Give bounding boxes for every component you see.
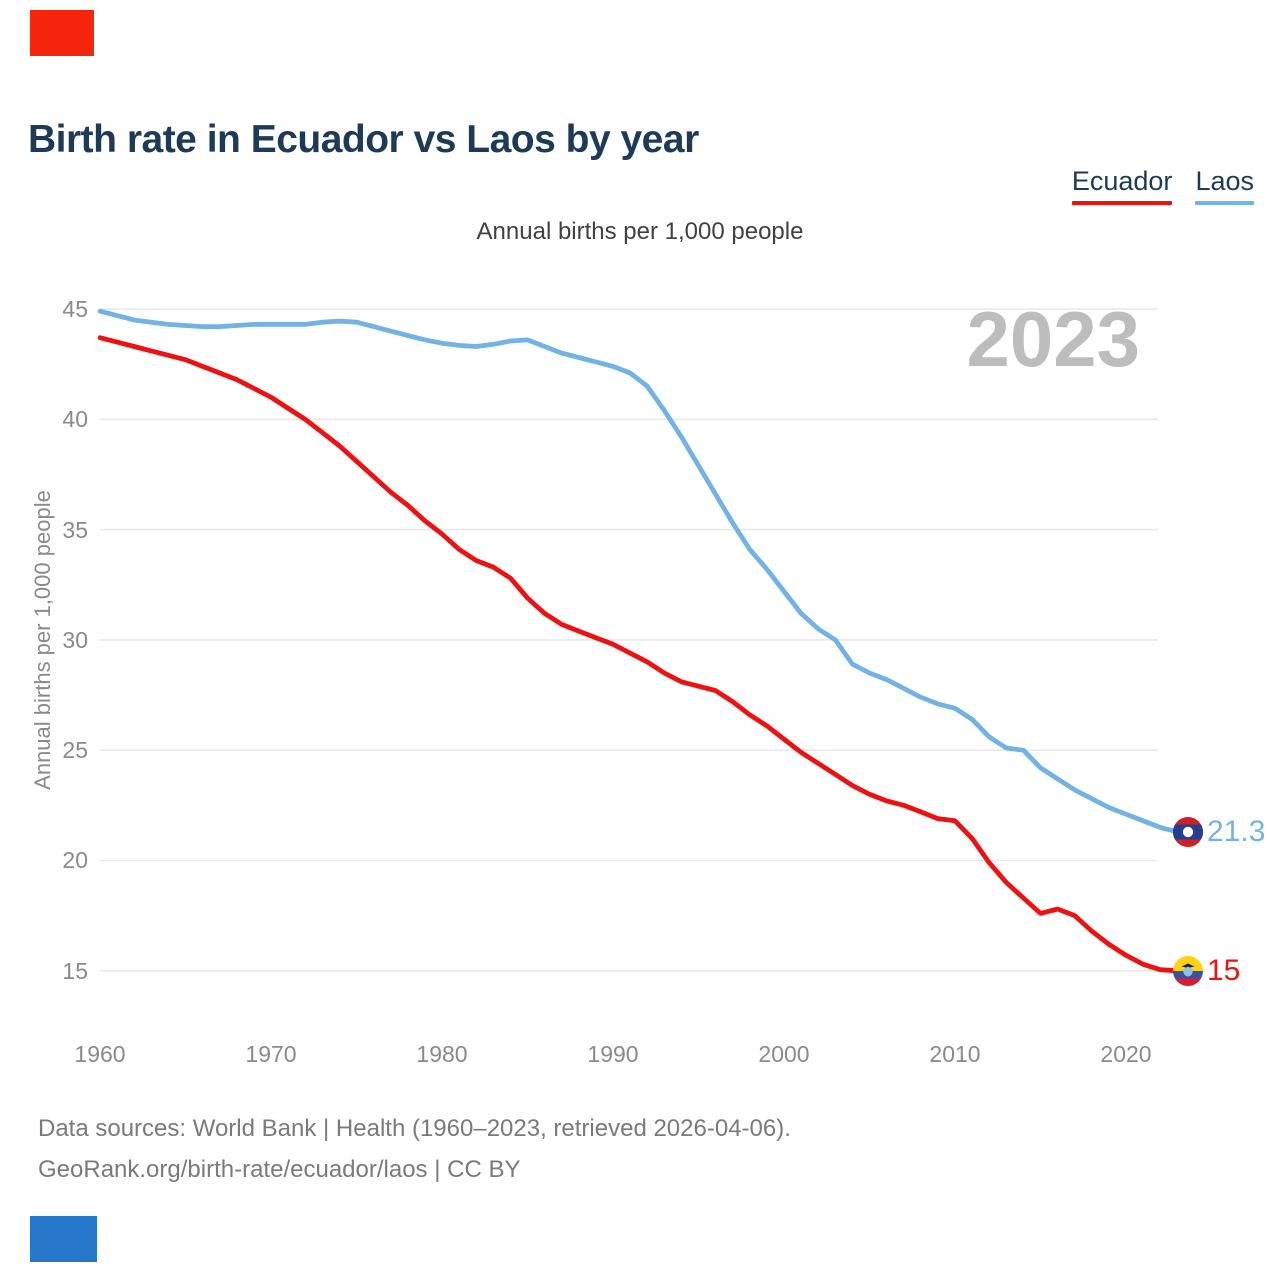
x-tick-label: 2000 (758, 1041, 810, 1067)
year-watermark: 2023 (966, 295, 1140, 383)
top-accent-bar (30, 10, 94, 56)
x-tick-label: 1970 (245, 1041, 297, 1067)
laos-end-value: 21.3 (1207, 815, 1266, 848)
y-tick-label: 40 (62, 406, 88, 432)
ecuador-end-value: 15 (1207, 954, 1241, 987)
chart-subtitle: Annual births per 1,000 people (476, 218, 804, 245)
y-tick-label: 20 (62, 847, 88, 873)
footer: Data sources: World Bank | Health (1960–… (38, 1108, 791, 1190)
ecuador-flag-icon (1173, 956, 1203, 986)
legend-label: Laos (1195, 166, 1254, 196)
legend-swatch (1071, 201, 1173, 205)
x-tick-label: 1960 (74, 1041, 126, 1067)
y-tick-label: 15 (62, 958, 88, 984)
x-tick-label: 1980 (416, 1041, 468, 1067)
bottom-accent-bar (30, 1216, 97, 1262)
x-tick-label: 2020 (1100, 1041, 1152, 1067)
laos-line (97, 308, 1180, 835)
y-tick-label: 45 (62, 296, 88, 322)
y-tick-label: 35 (62, 517, 88, 543)
legend: Ecuador Laos (1071, 166, 1254, 205)
footer-sources: Data sources: World Bank | Health (1960–… (38, 1115, 791, 1142)
footer-attribution: GeoRank.org/birth-rate/ecuador/laos | CC… (38, 1156, 521, 1183)
laos-flag-icon (1173, 817, 1203, 847)
legend-item-laos[interactable]: Laos (1195, 166, 1254, 205)
y-tick-label: 25 (62, 737, 88, 763)
legend-item-ecuador[interactable]: Ecuador (1071, 166, 1173, 205)
series-lines (97, 308, 1180, 974)
x-tick-label: 1990 (587, 1041, 639, 1067)
legend-swatch (1195, 201, 1254, 205)
x-tick-label: 2010 (929, 1041, 981, 1067)
page-title: Birth rate in Ecuador vs Laos by year (28, 118, 699, 162)
ecuador-line (97, 335, 1180, 974)
gridlines (100, 308, 1158, 972)
y-tick-label: 30 (62, 627, 88, 653)
legend-label: Ecuador (1071, 166, 1173, 196)
